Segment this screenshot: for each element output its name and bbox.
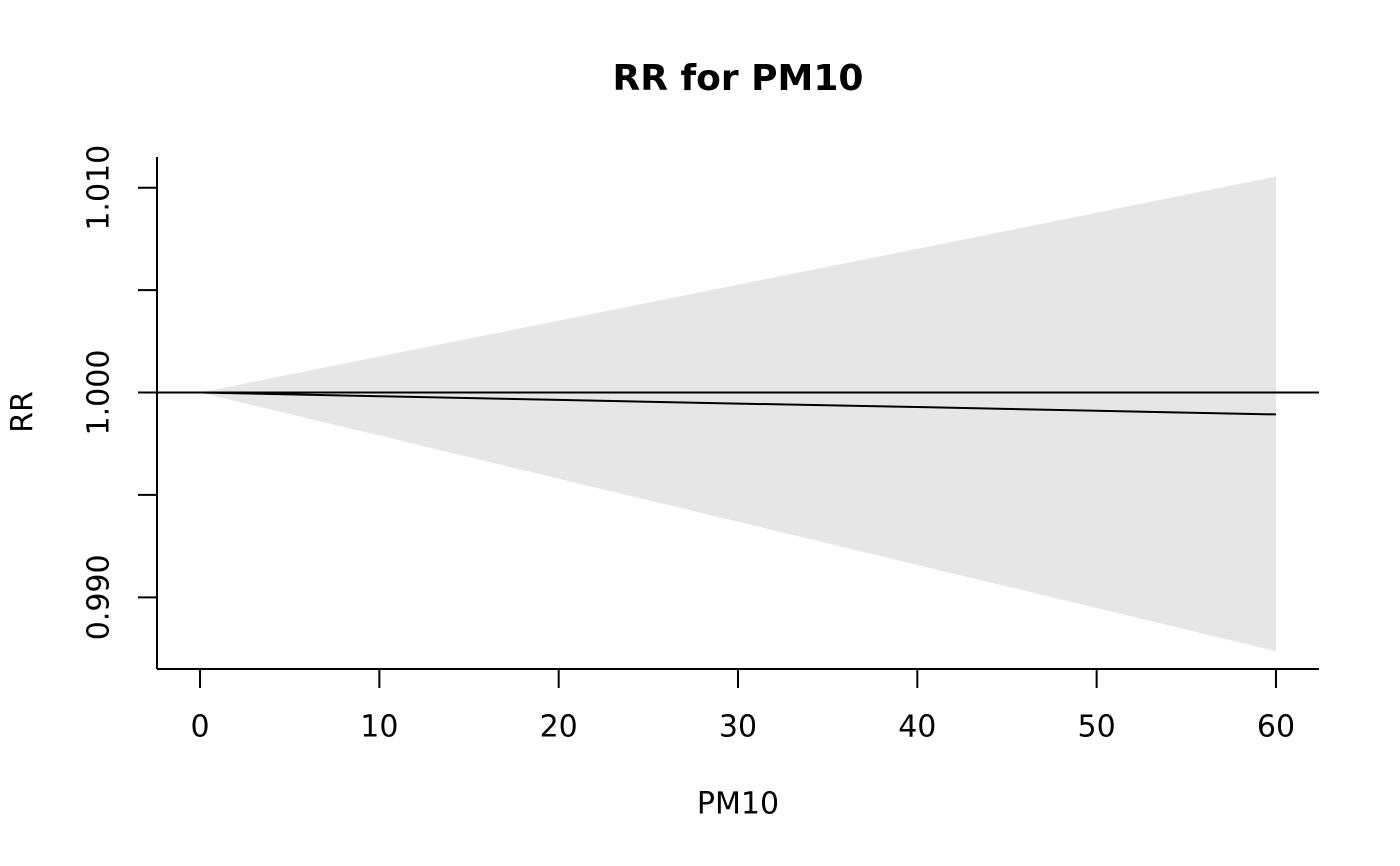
y-tick-label: 0.990 bbox=[82, 554, 117, 640]
x-tick-label: 40 bbox=[898, 710, 936, 745]
x-tick-label: 30 bbox=[719, 710, 757, 745]
x-tick-label: 20 bbox=[540, 710, 578, 745]
confidence-band bbox=[200, 176, 1276, 652]
x-tick-label: 60 bbox=[1257, 710, 1295, 745]
x-tick-label: 0 bbox=[190, 710, 209, 745]
x-tick-label: 50 bbox=[1078, 710, 1116, 745]
y-tick-label: 1.000 bbox=[82, 350, 117, 436]
y-tick-label: 1.010 bbox=[82, 145, 117, 231]
chart-title: RR for PM10 bbox=[613, 58, 864, 99]
rr-line bbox=[200, 391, 1276, 416]
x-axis-label: PM10 bbox=[697, 787, 779, 822]
y-axis-label: RR bbox=[6, 391, 41, 433]
x-tick-label: 10 bbox=[360, 710, 398, 745]
